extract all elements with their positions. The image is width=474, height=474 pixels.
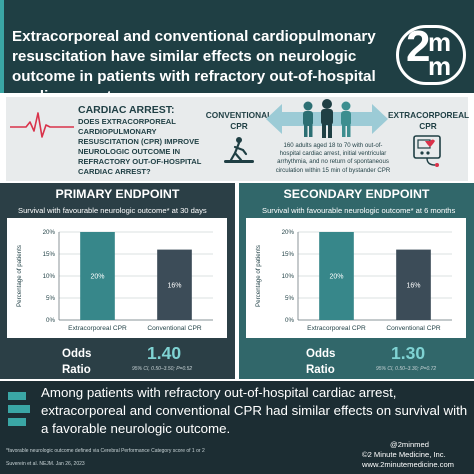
secondary-y-tick-label: 20% xyxy=(282,229,295,236)
conclusion-text: Among patients with refractory out-of-ho… xyxy=(41,385,468,436)
primary-y-axis-label: Percentage of patients xyxy=(16,245,23,307)
heartbeat-line-icon xyxy=(10,112,74,138)
conclusion-bullet-bar-bottom xyxy=(8,418,26,426)
credits: @2minmed ©2 Minute Medicine, Inc. www.2m… xyxy=(362,440,468,470)
header-banner xyxy=(0,0,474,93)
conclusion-bullet-bar-middle xyxy=(8,405,30,413)
conventional-cpr-label: CONVENTIONAL CPR xyxy=(205,110,273,131)
secondary-odds-ratio-value: 1.30 xyxy=(391,343,426,363)
citation: Suverein et al. NEJM. Jan 26, 2023 xyxy=(6,461,85,467)
primary-y-tick-label: 0% xyxy=(46,317,55,324)
logo-letter-bottom: m xyxy=(428,51,452,81)
website-link[interactable]: www.2minutemedicine.com xyxy=(362,460,455,469)
primary-bar-value-label-1: 20% xyxy=(90,274,104,281)
logo-letter-top: m xyxy=(428,27,452,57)
primary-endpoint-heading: PRIMARY ENDPOINT xyxy=(55,187,180,201)
primary-endpoint-subtitle: Survival with favourable neurologic outc… xyxy=(18,206,207,215)
secondary-y-tick-label: 10% xyxy=(282,273,295,280)
primary-bar-2 xyxy=(157,249,192,320)
primary-bar-1 xyxy=(80,232,115,320)
secondary-bar-2 xyxy=(396,249,431,320)
ecmo-machine-icon xyxy=(413,135,441,167)
header-accent-bar xyxy=(0,0,4,93)
secondary-bar-value-label-1: 20% xyxy=(329,274,343,281)
secondary-y-tick-label: 0% xyxy=(285,317,294,324)
cpr-figure-icon xyxy=(224,137,254,163)
secondary-bar-value-label-2: 16% xyxy=(406,282,420,289)
primary-odds-label-line2: Ratio xyxy=(62,364,91,376)
2minutemedicine-logo: 2 m m xyxy=(396,25,466,85)
primary-y-tick-label: 15% xyxy=(43,251,56,258)
primary-bar-chart: Percentage of patients 0% 5% 10% 15% 20% 20% Ex… xyxy=(16,229,213,332)
logo-digit: 2 xyxy=(406,22,431,71)
primary-odds-ratio-value: 1.40 xyxy=(147,343,182,363)
conclusion-banner xyxy=(0,381,474,474)
secondary-endpoint-heading: SECONDARY ENDPOINT xyxy=(283,187,430,201)
primary-y-tick-label: 20% xyxy=(43,229,56,236)
secondary-bar-chart: Percentage of patients 0% 5% 10% 15% 20% 20% Ex… xyxy=(255,229,452,332)
secondary-odds-label-line1: Odds xyxy=(306,348,336,360)
secondary-confidence-interval: 95% CI, 0.50–3.30; P=0.72 xyxy=(376,366,437,372)
study-population-description: 160 adults aged 18 to 70 with out-of-hos… xyxy=(275,142,391,174)
twitter-handle: @2minmed xyxy=(390,440,429,449)
primary-category-label-2: Conventional CPR xyxy=(147,325,201,332)
secondary-odds-label-line2: Ratio xyxy=(306,364,335,376)
primary-y-tick-label: 10% xyxy=(43,273,56,280)
secondary-endpoint-subtitle: Survival with favourable neurologic outc… xyxy=(262,206,456,215)
cardiac-arrest-heading: CARDIAC ARREST: xyxy=(78,104,175,116)
secondary-odds-ratio-label: Odds Ratio xyxy=(306,346,335,378)
secondary-category-label-1: Extracorporeal CPR xyxy=(307,325,366,332)
footnote: *favorable neurologic outcome defined vi… xyxy=(6,448,205,454)
secondary-y-tick-label: 15% xyxy=(282,251,295,258)
primary-confidence-interval: 95% CI, 0.50–3.50; P=0.52 xyxy=(132,366,193,372)
research-question: Does extracorporeal cardiopulmonary resu… xyxy=(78,117,202,176)
primary-odds-ratio-label: Odds Ratio xyxy=(62,346,91,378)
primary-category-label-1: Extracorporeal CPR xyxy=(68,325,127,332)
primary-bar-value-label-2: 16% xyxy=(167,282,181,289)
page-title: Extracorporeal and conventional cardiopu… xyxy=(12,28,376,105)
extracorporeal-cpr-label: EXTRACORPOREAL CPR xyxy=(388,110,470,131)
secondary-y-axis-label: Percentage of patients xyxy=(255,245,262,307)
conclusion-bullet-bar-top xyxy=(8,392,26,400)
people-group-icon xyxy=(266,99,388,138)
primary-y-tick-label: 5% xyxy=(46,295,55,302)
copyright: ©2 Minute Medicine, Inc. xyxy=(362,450,446,459)
secondary-bar-1 xyxy=(319,232,354,320)
primary-odds-label-line1: Odds xyxy=(62,348,92,360)
secondary-category-label-2: Conventional CPR xyxy=(386,325,440,332)
secondary-y-tick-label: 5% xyxy=(285,295,294,302)
